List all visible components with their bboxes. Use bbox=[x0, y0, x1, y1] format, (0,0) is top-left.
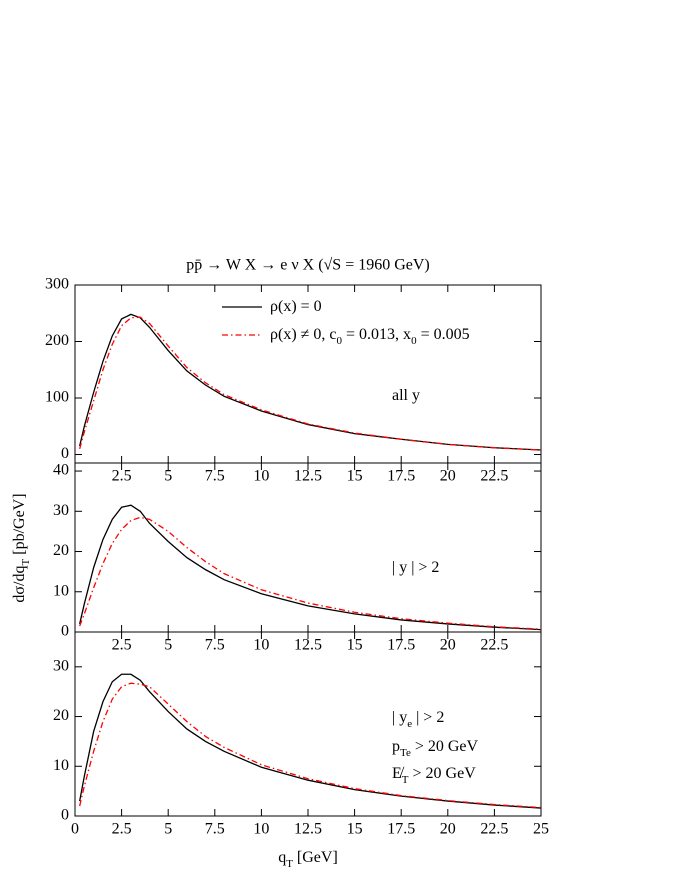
x-tick-label: 5 bbox=[164, 821, 172, 838]
annotation: | y | > 2 bbox=[392, 559, 439, 576]
x-tick-label: 15 bbox=[347, 637, 363, 654]
x-tick-label: 10 bbox=[253, 637, 269, 654]
x-tick-label: 7.5 bbox=[205, 637, 225, 654]
series-line bbox=[79, 673, 542, 809]
y-tick-label: 20 bbox=[53, 542, 69, 559]
x-tick-label: 7.5 bbox=[205, 821, 225, 838]
x-tick-label: 17.5 bbox=[387, 468, 415, 485]
annotation-part: p bbox=[392, 738, 400, 755]
y-tick-label: 200 bbox=[45, 332, 69, 349]
y-tick-label: 0 bbox=[61, 807, 69, 824]
legend-label-part: 0 bbox=[337, 335, 343, 347]
annotation-part: > 20 GeV bbox=[409, 765, 477, 782]
x-axis-label: qT [GeV] bbox=[278, 849, 338, 870]
x-tick-label: 12.5 bbox=[294, 468, 322, 485]
y-tick-label: 30 bbox=[53, 657, 69, 674]
x-tick-label: 15 bbox=[347, 468, 363, 485]
y-tick-label: 100 bbox=[45, 389, 69, 406]
x-tick-label: 25 bbox=[533, 821, 549, 838]
annotation-part: E̸ bbox=[392, 765, 405, 782]
x-tick-label: 10 bbox=[253, 468, 269, 485]
annotation-part: > 20 GeV bbox=[411, 738, 479, 755]
legend-label-part: ρ(x) ≠ 0, c bbox=[270, 326, 337, 343]
annotation-part: T bbox=[402, 774, 409, 786]
x-tick-label: 20 bbox=[440, 637, 456, 654]
x-tick-label: 15 bbox=[347, 821, 363, 838]
y-axis-label-part: T bbox=[20, 558, 32, 565]
plot-frame bbox=[74, 462, 542, 633]
x-tick-label: 20 bbox=[440, 468, 456, 485]
y-tick-label: 20 bbox=[53, 707, 69, 724]
x-tick-label: 5 bbox=[164, 468, 172, 485]
x-axis-label-part: q bbox=[278, 849, 286, 866]
legend-label-part: = 0.005 bbox=[417, 326, 470, 343]
annotation: | ye | > 2 bbox=[392, 709, 444, 730]
x-tick-label: 0 bbox=[71, 821, 79, 838]
x-tick-label: 10 bbox=[253, 821, 269, 838]
series-line bbox=[79, 504, 542, 631]
plot-frame bbox=[74, 631, 542, 817]
annotation-part: | y | > 2 bbox=[392, 559, 439, 576]
y-tick-label: 0 bbox=[61, 445, 69, 462]
y-axis-label: dσ/dqT [pb/GeV] bbox=[11, 493, 32, 602]
x-tick-label: 20 bbox=[440, 821, 456, 838]
x-tick-label: 7.5 bbox=[205, 468, 225, 485]
series-line bbox=[79, 316, 542, 451]
chart-title: pp̄ → W X → e ν X (√S = 1960 GeV) bbox=[186, 257, 430, 274]
y-tick-label: 10 bbox=[53, 582, 69, 599]
x-tick-label: 17.5 bbox=[387, 821, 415, 838]
x-tick-label: 2.5 bbox=[112, 821, 132, 838]
x-tick-label: 2.5 bbox=[112, 468, 132, 485]
series-line bbox=[79, 682, 542, 809]
x-tick-label: 12.5 bbox=[294, 637, 322, 654]
series-line bbox=[79, 516, 542, 630]
x-axis-label-part: T bbox=[286, 858, 293, 870]
annotation-part: | y bbox=[392, 709, 407, 726]
x-tick-label: 2.5 bbox=[112, 637, 132, 654]
legend-label: ρ(x) ≠ 0, c0 = 0.013, x0 = 0.005 bbox=[270, 326, 470, 347]
y-axis-label-part: dσ/dq bbox=[11, 565, 28, 602]
annotation-part: | > 2 bbox=[412, 709, 444, 726]
annotation-part: all y bbox=[392, 387, 420, 404]
legend-label-part: 0 bbox=[411, 335, 417, 347]
legend-label-part: ρ(x) = 0 bbox=[270, 298, 322, 315]
annotation: pTe > 20 GeV bbox=[392, 738, 479, 759]
annotation: all y bbox=[392, 387, 420, 404]
annotation-part: Te bbox=[400, 747, 411, 759]
x-tick-label: 22.5 bbox=[480, 821, 508, 838]
x-tick-label: 5 bbox=[164, 637, 172, 654]
y-tick-label: 40 bbox=[53, 462, 69, 479]
y-axis-label-part: [pb/GeV] bbox=[11, 493, 28, 558]
x-tick-label: 22.5 bbox=[480, 637, 508, 654]
y-tick-label: 30 bbox=[53, 502, 69, 519]
legend-label-part: = 0.013, x bbox=[342, 326, 411, 343]
y-tick-label: 300 bbox=[45, 276, 69, 293]
y-tick-label: 10 bbox=[53, 757, 69, 774]
annotation-part: e bbox=[407, 718, 412, 730]
y-tick-label: 0 bbox=[61, 623, 69, 640]
x-tick-label: 22.5 bbox=[480, 468, 508, 485]
annotation: E̸T > 20 GeV bbox=[392, 765, 476, 786]
x-tick-label: 17.5 bbox=[387, 637, 415, 654]
x-tick-label: 12.5 bbox=[294, 821, 322, 838]
x-axis-label-part: [GeV] bbox=[293, 849, 338, 866]
series-line bbox=[79, 313, 542, 451]
legend-label: ρ(x) = 0 bbox=[270, 298, 322, 315]
